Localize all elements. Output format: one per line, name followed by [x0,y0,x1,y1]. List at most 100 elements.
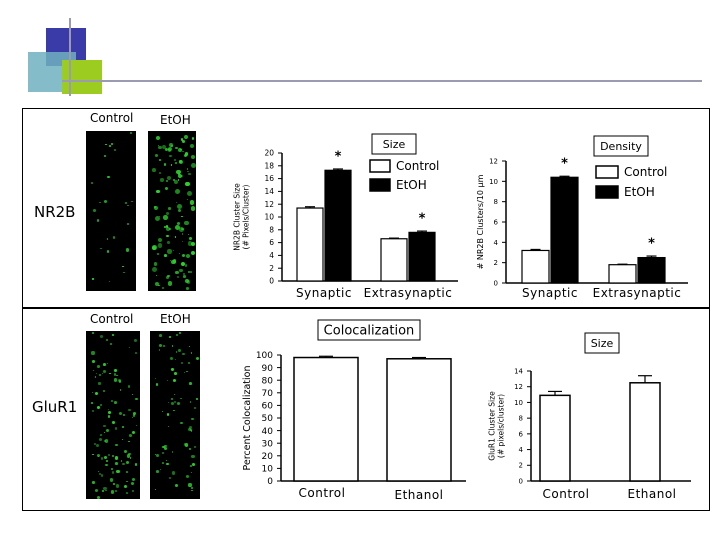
y-axis-label-line: (# Pixels/Cluster) [242,184,251,249]
fluorescent-punctum [107,175,110,179]
fluorescent-punctum [97,453,101,457]
y-tick-label: 0 [267,477,273,487]
fluorescent-punctum [159,334,163,338]
fluorescent-punctum [187,361,191,365]
fluorescent-punctum [177,147,182,152]
fluorescent-punctum [154,154,158,158]
y-tick-label: 80 [262,376,274,386]
fluorescent-punctum [167,249,172,254]
fluorescent-punctum [121,425,124,429]
x-category-label: Ethanol [627,487,676,501]
y-tick-label: 10 [489,178,498,186]
fluorescent-punctum [187,280,191,284]
chart-title: Colocalization [324,324,415,339]
y-axis-label: Percent Colocalization [242,366,253,471]
fluorescent-punctum [176,401,181,406]
fluorescent-punctum [186,475,190,479]
bar-control [608,264,637,284]
fluorescent-punctum [186,287,189,290]
fluorescent-punctum [117,378,122,383]
fluorescent-punctum [114,401,117,404]
fluorescent-punctum [172,451,174,453]
bar-etoh [637,256,666,284]
fluorescent-punctum [170,164,173,167]
x-category-label: Control [299,486,346,500]
fluorescent-punctum [96,218,100,222]
fluorescent-punctum [126,492,129,494]
fluorescent-punctum [97,364,100,368]
deco-line-horizontal [62,80,702,82]
bottom-etoh-label: EtOH [160,312,191,326]
fluorescent-punctum [103,362,106,366]
fluorescent-punctum [108,281,110,283]
y-tick-label: 12 [514,383,523,391]
fluorescent-punctum [191,250,196,255]
fluorescent-punctum [112,455,115,458]
fluorescent-punctum [166,241,170,245]
fluorescent-punctum [166,235,169,238]
legend-label: EtOH [624,185,655,199]
fluorescent-punctum [131,489,135,493]
fluorescent-punctum [182,139,186,143]
fluorescent-punctum [105,489,107,491]
fluorescent-punctum [188,483,192,487]
fluorescent-punctum [162,445,166,449]
fluorescent-punctum [93,209,96,212]
fluorescent-punctum [193,406,196,409]
legend-swatch [595,185,619,199]
fluorescent-punctum [178,268,183,273]
fluorescent-punctum [174,146,178,150]
fluorescent-punctum [128,409,131,412]
fluorescent-punctum [152,168,157,172]
fluorescent-punctum [105,439,109,443]
fluorescent-punctum [113,373,117,377]
fluorescent-punctum [172,249,175,252]
fluorescent-punctum [166,379,168,381]
fluorescent-punctum [171,368,174,371]
fluorescent-punctum [105,429,109,433]
y-tick-label: 10 [514,399,523,407]
fluorescent-punctum [94,443,96,446]
fluorescent-punctum [130,481,134,485]
fluorescent-punctum [112,334,114,336]
fluorescent-punctum [166,227,171,232]
y-tick-label: 14 [514,367,523,375]
fluorescent-punctum [179,253,181,255]
fluorescent-punctum [118,411,122,416]
fluorescent-punctum [135,397,139,401]
fluorescent-punctum [178,174,183,179]
fluorescent-punctum [112,420,116,424]
fluorescent-punctum [152,245,157,250]
fluorescent-punctum [184,443,188,447]
fluorescent-punctum [167,274,170,278]
y-tick-label: 12 [489,157,498,165]
fluorescent-punctum [108,145,111,148]
fluorescent-punctum [189,200,195,205]
fluorescent-punctum [167,149,169,151]
fluorescent-punctum [166,276,170,280]
x-category-label: Synaptic [522,286,578,300]
fluorescent-punctum [189,425,193,429]
fluorescent-punctum [91,351,95,355]
fluorescent-punctum [99,201,101,204]
fluorescent-punctum [155,489,157,491]
fluorescent-punctum [100,456,104,460]
y-tick-label: 10 [264,213,274,222]
y-tick-label: 70 [262,389,274,399]
y-tick-label: 8 [269,225,274,234]
chart-title: Density [600,140,642,153]
y-tick-label: 12 [264,200,274,209]
fluorescent-punctum [126,460,130,465]
y-tick-label: 0 [519,477,523,485]
fluorescent-punctum [181,227,184,231]
fluorescent-punctum [168,228,171,230]
fluorescent-punctum [106,238,109,241]
fluorescent-punctum [133,411,137,415]
fluorescent-punctum [184,264,188,267]
significance-asterisk: * [335,149,342,164]
y-tick-label: 2 [269,264,274,273]
fluorescent-punctum [95,488,98,492]
fluorescent-punctum [96,495,101,499]
fluorescent-punctum [191,155,196,160]
glur1-control-micrograph [86,331,140,499]
